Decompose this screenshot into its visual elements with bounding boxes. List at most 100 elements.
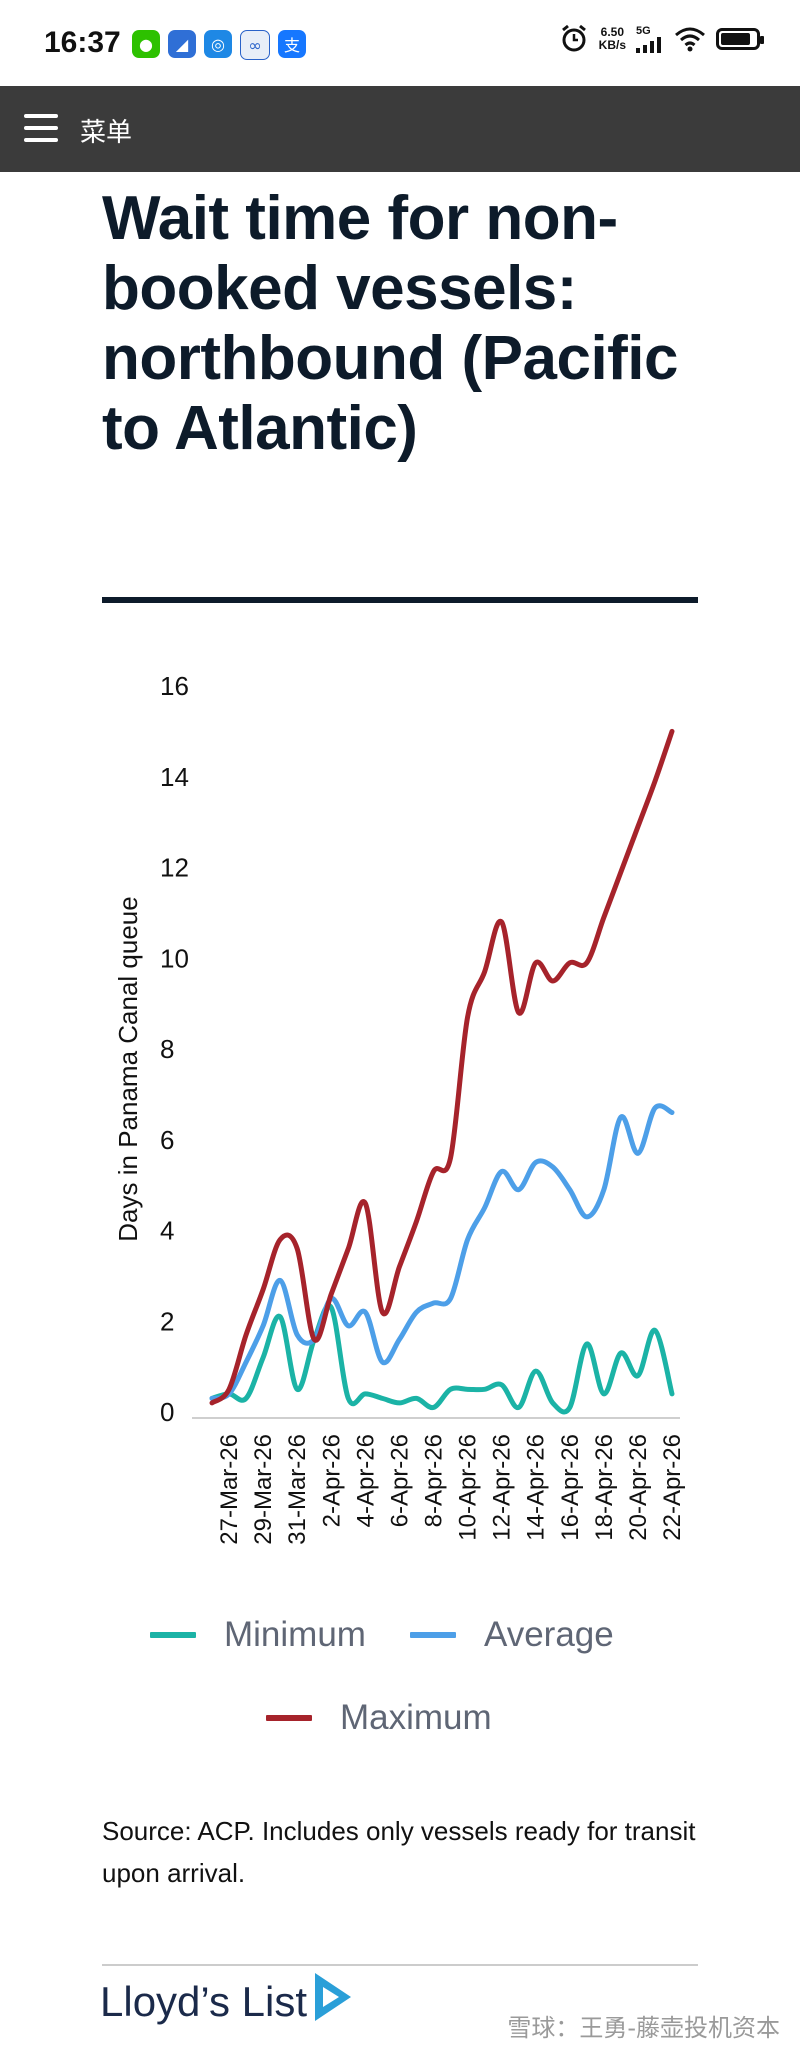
data-point-maximum <box>380 1310 384 1314</box>
data-point-average <box>670 1111 674 1115</box>
data-point-average <box>397 1337 401 1341</box>
data-point-average <box>653 1106 657 1110</box>
menu-label[interactable]: 菜单 <box>80 118 133 148</box>
x-tick-label: 14-Apr-26 <box>523 1434 550 1541</box>
network-type: 5G <box>636 25 651 37</box>
data-point-average <box>636 1151 640 1155</box>
line-chart: 0 2 4 6 8 10 12 14 16 Days in Panama Canal queue 2… <box>113 671 686 1545</box>
x-tick-label: 16-Apr-26 <box>557 1434 584 1541</box>
x-tick-label: 20-Apr-26 <box>625 1434 652 1541</box>
data-point-minimum <box>261 1356 265 1360</box>
data-point-maximum <box>312 1337 316 1341</box>
status-time: 16:37 <box>44 26 121 59</box>
data-point-average <box>295 1333 299 1337</box>
legend-label-maximum: Maximum <box>340 1698 492 1737</box>
data-point-average <box>380 1360 384 1364</box>
data-point-minimum <box>466 1387 470 1391</box>
x-tick-label: 8-Apr-26 <box>420 1434 447 1527</box>
y-tick-label: 4 <box>160 1216 174 1246</box>
data-point-average <box>483 1206 487 1210</box>
data-point-average <box>278 1278 282 1282</box>
wechat-icon: ● <box>132 30 160 58</box>
x-tick-label: 12-Apr-26 <box>489 1434 516 1541</box>
legend-swatch-maximum <box>266 1715 312 1721</box>
data-point-maximum <box>653 779 657 783</box>
x-tick-label: 27-Mar-26 <box>216 1434 243 1545</box>
data-point-minimum <box>636 1374 640 1378</box>
data-point-minimum <box>568 1405 572 1409</box>
data-point-minimum <box>295 1387 299 1391</box>
data-point-minimum <box>380 1396 384 1400</box>
x-tick-label: 6-Apr-26 <box>386 1434 413 1527</box>
legend-label-minimum: Minimum <box>224 1615 366 1654</box>
sync-icon: ∞ <box>240 30 270 60</box>
data-point-minimum <box>397 1401 401 1405</box>
x-tick-label: 22-Apr-26 <box>659 1434 686 1541</box>
data-point-average <box>585 1215 589 1219</box>
legend-item-minimum: Minimum <box>150 1615 366 1655</box>
data-point-minimum <box>517 1405 521 1409</box>
series-line-maximum <box>209 728 675 1406</box>
legend-item-maximum: Maximum <box>266 1698 492 1738</box>
alipay-icon: 支 <box>278 30 306 58</box>
data-point-maximum <box>261 1287 265 1291</box>
data-point-average <box>346 1324 350 1328</box>
alarm-icon <box>561 24 586 52</box>
data-point-average <box>517 1188 521 1192</box>
data-point-minimum <box>431 1405 435 1409</box>
lloyds-list-logo[interactable]: Lloyd’s List <box>100 1973 357 2026</box>
data-point-average <box>568 1188 572 1192</box>
data-point-average <box>619 1115 623 1119</box>
data-point-average <box>449 1297 453 1301</box>
data-point-maximum <box>210 1401 214 1405</box>
data-point-average <box>431 1301 435 1305</box>
data-point-minimum <box>278 1315 282 1319</box>
data-point-maximum <box>278 1238 282 1242</box>
data-point-maximum <box>363 1201 367 1205</box>
x-tick-label: 29-Mar-26 <box>250 1434 277 1545</box>
data-point-maximum <box>534 961 538 965</box>
data-point-average <box>534 1160 538 1164</box>
battery-tip <box>760 36 764 44</box>
data-point-maximum <box>295 1247 299 1251</box>
y-axis-title: Days in Panama Canal queue <box>113 896 143 1241</box>
data-point-maximum <box>397 1265 401 1269</box>
data-point-minimum <box>346 1396 350 1400</box>
logo-play-icon <box>315 1973 352 2021</box>
net-speed-value: 6.50 <box>600 25 624 39</box>
x-tick-label: 31-Mar-26 <box>284 1434 311 1545</box>
data-point-average <box>244 1360 248 1364</box>
data-point-maximum <box>602 915 606 919</box>
data-point-maximum <box>414 1219 418 1223</box>
wifi-icon <box>675 27 705 52</box>
data-point-maximum <box>483 970 487 974</box>
data-point-minimum <box>244 1396 248 1400</box>
data-point-maximum <box>619 870 623 874</box>
net-speed: 6.50 KB/s <box>599 26 626 52</box>
status-bar: 16:37 ● ◢ ◎ ∞ 支 6.50 KB/s 5G <box>0 0 800 86</box>
y-tick-label: 0 <box>160 1397 174 1427</box>
data-point-maximum <box>551 979 555 983</box>
data-point-minimum <box>670 1392 674 1396</box>
data-point-minimum <box>483 1387 487 1391</box>
legend-label-average: Average <box>484 1615 614 1654</box>
data-point-average <box>363 1310 367 1314</box>
data-point-maximum <box>517 1011 521 1015</box>
browser-icon: ◎ <box>204 30 232 58</box>
data-point-maximum <box>585 961 589 965</box>
data-point-maximum <box>431 1170 435 1174</box>
hamburger-menu-icon[interactable] <box>24 112 58 144</box>
data-point-maximum <box>449 1156 453 1160</box>
legend-swatch-minimum <box>150 1632 196 1638</box>
y-tick-label: 6 <box>160 1125 174 1155</box>
data-point-minimum <box>534 1369 538 1373</box>
x-tick-label: 18-Apr-26 <box>591 1434 618 1541</box>
data-point-minimum <box>585 1342 589 1346</box>
watermark-text: 雪球：王勇-藤壶投机资本 <box>507 2014 780 2042</box>
title-divider <box>102 597 698 603</box>
x-tick-label: 2-Apr-26 <box>318 1434 345 1527</box>
data-point-maximum <box>227 1387 231 1391</box>
x-tick-label: 4-Apr-26 <box>352 1434 379 1527</box>
cell-signal: 5G <box>636 25 664 53</box>
chart-title: Wait time for non-booked vessels: northb… <box>102 184 679 463</box>
